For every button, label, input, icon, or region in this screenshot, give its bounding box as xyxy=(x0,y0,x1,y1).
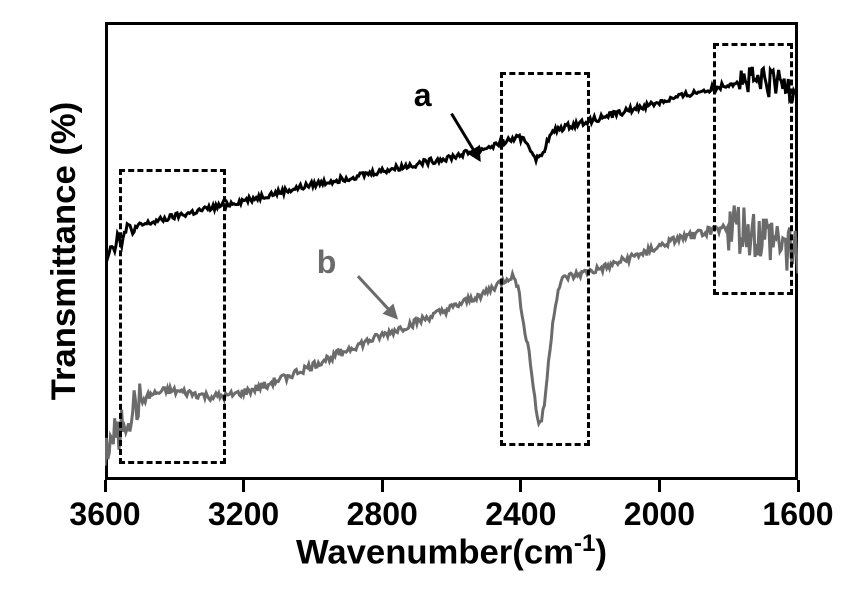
series-arrow-b xyxy=(358,276,396,317)
series-arrow-a xyxy=(452,114,480,160)
highlight-box-1 xyxy=(119,169,226,464)
series-label-a: a xyxy=(414,77,432,114)
highlight-box-2 xyxy=(500,72,590,445)
series-label-b: b xyxy=(317,244,337,281)
ftir-figure: Transmittance (%) Wavenumber(cm-1) 36003… xyxy=(0,0,846,611)
highlight-box-3 xyxy=(713,43,793,295)
